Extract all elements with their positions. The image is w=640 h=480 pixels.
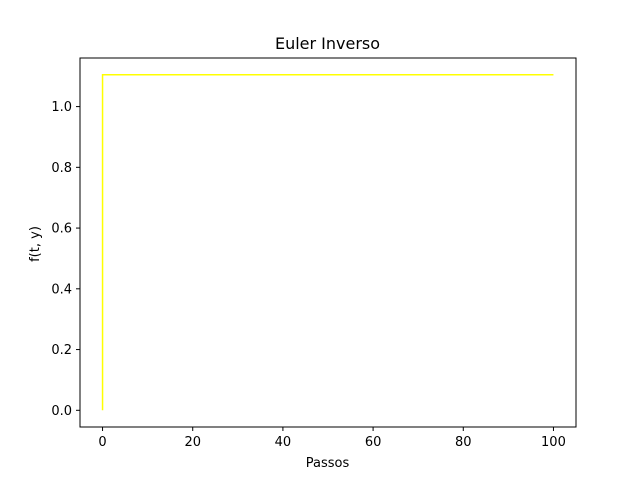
y-tick-label: 0.6 bbox=[51, 222, 72, 237]
axes-frame bbox=[79, 57, 577, 428]
axes-background bbox=[80, 58, 576, 427]
x-axis-label: Passos bbox=[306, 456, 350, 471]
y-tick-label: 0.0 bbox=[51, 404, 72, 419]
chart-title: Euler Inverso bbox=[275, 34, 380, 53]
x-tick-label: 40 bbox=[275, 435, 292, 450]
y-tick-label: 0.2 bbox=[51, 343, 72, 358]
series-line-0 bbox=[101, 73, 554, 411]
y-tick-label: 0.8 bbox=[51, 161, 72, 176]
y-tick-label: 0.4 bbox=[51, 282, 72, 297]
series-layer bbox=[101, 73, 554, 411]
x-tick-label: 0 bbox=[98, 435, 106, 450]
y-axis-label: f(t, y) bbox=[28, 226, 43, 262]
x-axis-ticks: 0 20 40 60 80 100 bbox=[98, 427, 566, 450]
x-tick-label: 60 bbox=[365, 435, 382, 450]
x-tick-label: 100 bbox=[541, 435, 566, 450]
plot-area bbox=[80, 58, 576, 427]
x-tick-label: 20 bbox=[184, 435, 201, 450]
y-axis-ticks: 0.0 0.2 0.4 0.6 0.8 1.0 bbox=[51, 100, 80, 419]
y-tick-label: 1.0 bbox=[51, 100, 72, 115]
x-tick-label: 80 bbox=[455, 435, 472, 450]
